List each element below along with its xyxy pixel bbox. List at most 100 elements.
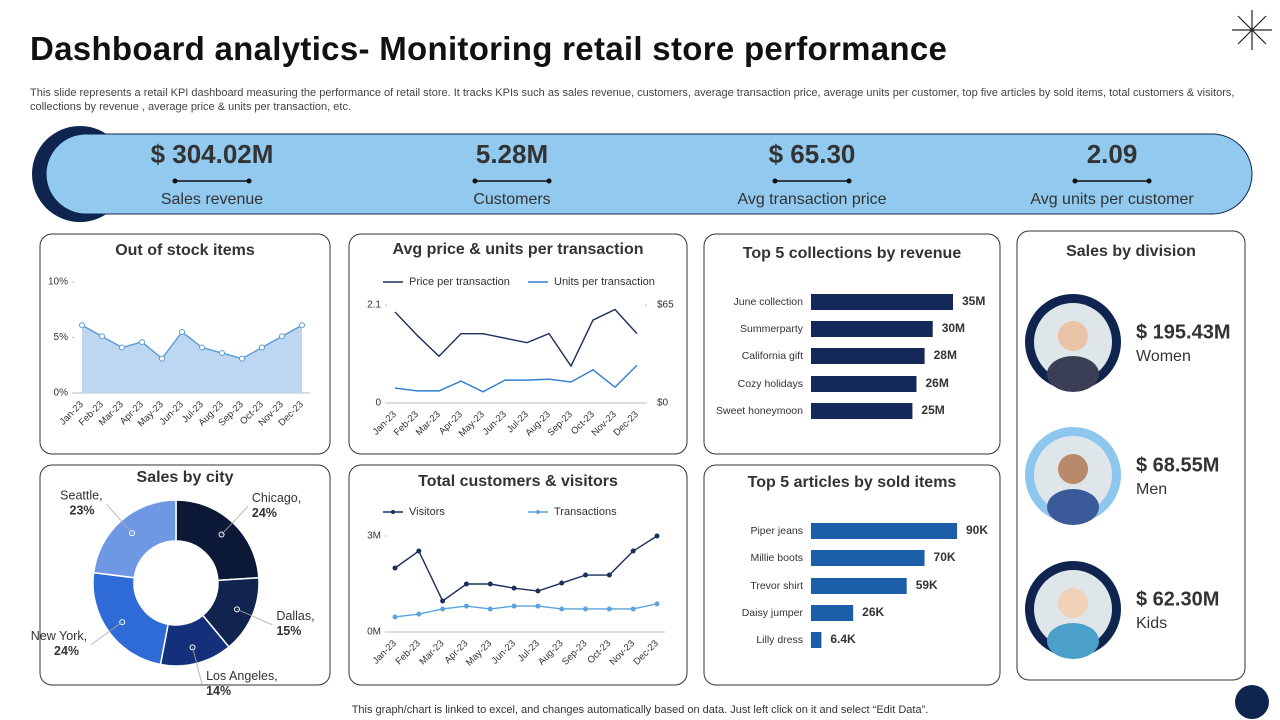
point <box>535 588 541 594</box>
point <box>416 611 422 617</box>
kpi-label: Avg transaction price <box>737 191 886 208</box>
value-label: 90K <box>966 523 988 537</box>
point <box>299 322 305 329</box>
bar <box>811 321 933 337</box>
slice-label: Los Angeles, <box>206 669 278 683</box>
avatar-body <box>1047 356 1099 392</box>
division-label: Men <box>1136 481 1167 498</box>
point <box>630 548 636 554</box>
kpi-value: $ 65.30 <box>769 139 856 169</box>
kpi-label: Avg units per customer <box>1030 191 1194 208</box>
leader-dot <box>234 606 241 613</box>
point <box>463 581 469 587</box>
panel-title: Sales by division <box>1066 243 1196 260</box>
point <box>463 603 469 609</box>
kpi-label: Sales revenue <box>161 191 263 208</box>
panel-title: Out of stock items <box>115 242 255 259</box>
point <box>119 344 125 351</box>
point <box>511 603 517 609</box>
slice <box>92 571 170 666</box>
leader-line <box>90 621 123 646</box>
leader-line <box>192 647 203 685</box>
legend-marker <box>391 510 395 514</box>
category-label: Cozy holidays <box>738 378 803 390</box>
leader-line <box>221 506 249 535</box>
y2-tick-label: $0 <box>657 398 669 409</box>
avatar-body <box>1047 489 1099 525</box>
point <box>139 338 145 345</box>
division-label: Kids <box>1136 615 1167 632</box>
line <box>394 364 638 393</box>
leader-dot <box>218 531 225 538</box>
slice-value: 24% <box>54 644 79 658</box>
bar <box>811 605 854 621</box>
avatar-head <box>1058 321 1088 351</box>
avatar-body <box>1047 623 1099 659</box>
point <box>416 548 422 554</box>
bar <box>811 403 913 419</box>
point <box>606 572 612 578</box>
leader-line <box>236 609 273 626</box>
leader-dot <box>189 644 196 651</box>
point <box>487 606 493 612</box>
y-tick-label: 0 <box>375 398 381 409</box>
kpi-value: 2.09 <box>1087 139 1138 169</box>
kpi-dot <box>172 178 178 184</box>
bar <box>811 294 953 310</box>
value-label: 26M <box>925 376 948 390</box>
kpi-banner <box>45 133 1253 215</box>
value-label: 70K <box>934 550 956 564</box>
y-tick-label: 3M <box>367 531 381 542</box>
division-value: $ 62.30M <box>1136 588 1219 610</box>
line <box>81 324 303 360</box>
point <box>99 333 105 340</box>
kpi-dot <box>1146 178 1152 184</box>
kpi-dot <box>246 178 252 184</box>
division-label: Women <box>1136 348 1191 365</box>
panel-title: Top 5 collections by revenue <box>743 245 962 262</box>
legend-label: Visitors <box>409 506 445 518</box>
bar <box>811 376 917 392</box>
panel-title: Avg price & units per transaction <box>392 241 643 258</box>
division-value: $ 195.43M <box>1136 321 1231 343</box>
point <box>583 606 589 612</box>
category-label: Daisy jumper <box>742 607 804 619</box>
point <box>392 614 398 620</box>
category-label: Millie boots <box>750 552 803 564</box>
value-label: 6.4K <box>830 632 856 646</box>
point <box>487 581 493 587</box>
point <box>279 333 285 340</box>
point <box>440 598 446 604</box>
point <box>606 606 612 612</box>
title: Dashboard analytics- Monitoring retail s… <box>30 30 948 67</box>
point <box>179 328 185 335</box>
slice-label: Seattle, <box>60 489 102 503</box>
panels <box>39 230 1246 686</box>
slice-value: 23% <box>70 504 95 518</box>
point <box>630 606 636 612</box>
avatar-head <box>1058 454 1088 484</box>
point <box>219 350 225 357</box>
slice-label: New York, <box>31 629 87 643</box>
point <box>199 344 205 351</box>
slice-value: 15% <box>276 624 301 638</box>
slice-value: 14% <box>206 684 231 698</box>
value-label: 59K <box>916 578 938 592</box>
bar <box>811 632 822 648</box>
category-label: Trevor shirt <box>750 580 803 592</box>
leader-line <box>106 503 133 534</box>
kpi-value: $ 304.02M <box>151 139 274 169</box>
y-tick-label: 10% <box>48 277 68 288</box>
kpi-value: 5.28M <box>476 139 548 169</box>
kpi-dot <box>546 178 552 184</box>
kpi-dot <box>772 178 778 184</box>
category-label: California gift <box>742 350 803 362</box>
point <box>159 355 165 362</box>
slice-label: Chicago, <box>252 491 301 505</box>
leader-dot <box>129 530 136 537</box>
avatar-head <box>1058 588 1088 618</box>
footer: This graph/chart is linked to excel, and… <box>352 704 929 716</box>
y-tick-label: 2.1 <box>367 300 381 311</box>
kpi-dot <box>846 178 852 184</box>
kpi-label: Customers <box>473 191 550 208</box>
